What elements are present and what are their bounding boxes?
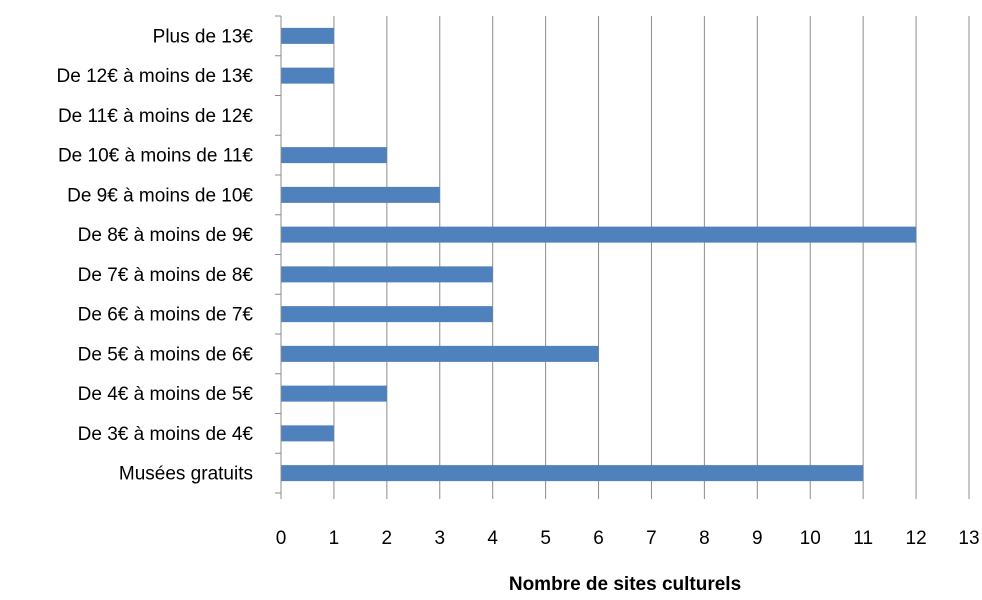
category-label-7: De 9€ à moins de 10€ bbox=[67, 185, 253, 206]
x-tick-label-11: 11 bbox=[853, 528, 873, 549]
x-tick-label-12: 12 bbox=[906, 528, 927, 549]
bars bbox=[281, 27, 917, 482]
x-tick-label-10: 10 bbox=[800, 528, 821, 549]
labels: Musées gratuits De 3€ à moins de 4€ De 4€ … bbox=[57, 26, 980, 549]
category-label-2: De 4€ à moins de 5€ bbox=[78, 384, 254, 405]
x-tick-label-13: 13 bbox=[958, 528, 979, 549]
bar-11 bbox=[281, 27, 334, 44]
bar-6 bbox=[281, 226, 917, 243]
x-tick-label-0: 0 bbox=[276, 528, 287, 549]
x-axis-title: Nombre de sites culturels bbox=[509, 574, 741, 595]
category-label-4: De 6€ à moins de 7€ bbox=[78, 305, 254, 326]
category-label-3: De 5€ à moins de 6€ bbox=[78, 344, 254, 365]
category-label-10: De 12€ à moins de 13€ bbox=[57, 66, 254, 87]
axes bbox=[275, 15, 970, 499]
x-tick-label-2: 2 bbox=[382, 528, 393, 549]
x-tick-label-1: 1 bbox=[329, 528, 340, 549]
bar-1 bbox=[281, 425, 334, 442]
x-tick-label-3: 3 bbox=[434, 528, 445, 549]
category-label-11: Plus de 13€ bbox=[153, 26, 254, 47]
x-tick-label-9: 9 bbox=[752, 528, 763, 549]
bar-10 bbox=[281, 67, 334, 84]
bar-8 bbox=[281, 147, 387, 164]
bar-7 bbox=[281, 186, 440, 203]
bar-5 bbox=[281, 266, 493, 283]
category-label-5: De 7€ à moins de 8€ bbox=[78, 265, 254, 286]
bar-0 bbox=[281, 465, 864, 482]
gridlines bbox=[333, 16, 970, 493]
x-tick-label-8: 8 bbox=[699, 528, 710, 549]
x-tick-label-7: 7 bbox=[646, 528, 657, 549]
bar-3 bbox=[281, 345, 599, 362]
x-tick-label-6: 6 bbox=[593, 528, 604, 549]
category-label-9: De 11€ à moins de 12€ bbox=[58, 106, 253, 127]
category-label-0: Musées gratuits bbox=[119, 464, 253, 485]
category-label-1: De 3€ à moins de 4€ bbox=[78, 424, 254, 445]
category-label-6: De 8€ à moins de 9€ bbox=[78, 225, 254, 246]
bar-4 bbox=[281, 306, 493, 323]
x-tick-label-4: 4 bbox=[487, 528, 498, 549]
x-tick-label-5: 5 bbox=[540, 528, 551, 549]
category-label-8: De 10€ à moins de 11€ bbox=[58, 146, 253, 167]
bar-2 bbox=[281, 385, 387, 402]
